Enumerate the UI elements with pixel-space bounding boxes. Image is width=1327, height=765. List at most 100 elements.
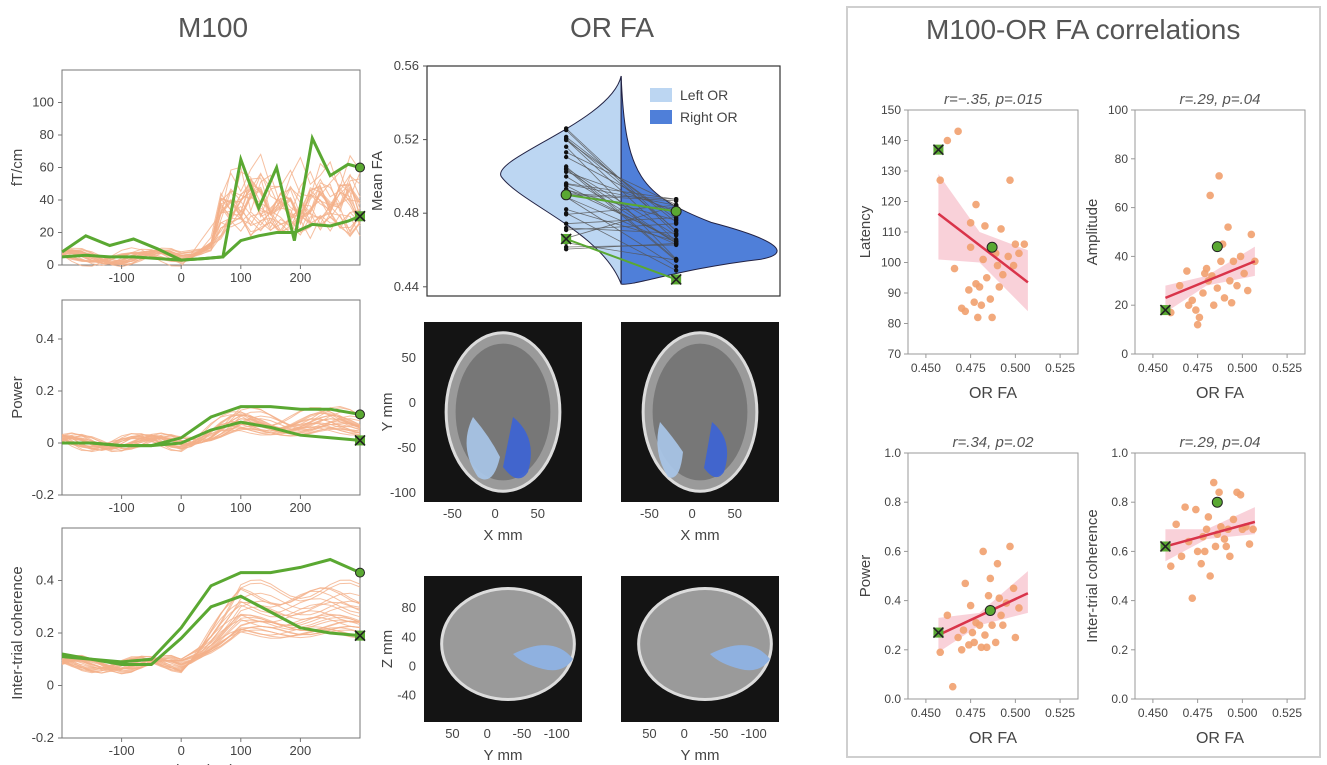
data-point bbox=[1172, 520, 1180, 529]
scatter-panel-3: 0.450 0.475 0.500 0.525 0.0 0.2 0.4 0.6 0.8 1.0 r=… bbox=[1084, 434, 1306, 747]
data-point bbox=[972, 200, 980, 209]
subject-curve bbox=[61, 424, 361, 448]
data-point bbox=[995, 283, 1004, 291]
data-point bbox=[1175, 281, 1184, 290]
subject-curve bbox=[62, 177, 361, 265]
data-point bbox=[1247, 230, 1256, 239]
legend-swatch-left bbox=[650, 88, 672, 102]
y-tick-label: 0.6 bbox=[1111, 544, 1128, 558]
left-point bbox=[563, 221, 569, 226]
data-point bbox=[997, 611, 1005, 620]
subject-curve bbox=[61, 610, 361, 671]
data-point bbox=[997, 225, 1005, 233]
left-or-tract bbox=[466, 417, 500, 480]
data-point bbox=[1217, 257, 1225, 266]
data-point bbox=[936, 648, 945, 657]
left-point bbox=[563, 174, 569, 179]
y-tick-label: 40 bbox=[402, 629, 416, 644]
data-point bbox=[975, 283, 984, 291]
left-or-tract bbox=[657, 422, 683, 478]
x-tick-label: 0.525 bbox=[1272, 361, 1302, 375]
data-point bbox=[999, 621, 1007, 629]
highlight-pair-circle bbox=[566, 193, 677, 213]
or-tract bbox=[513, 645, 573, 671]
data-point bbox=[1211, 542, 1220, 551]
data-point bbox=[965, 286, 973, 294]
left-point bbox=[563, 144, 569, 149]
x-tick-label: 0 bbox=[178, 270, 185, 285]
data-point bbox=[1200, 547, 1209, 556]
data-point bbox=[1011, 633, 1020, 642]
x-tick-label: 0 bbox=[491, 506, 498, 521]
data-point bbox=[968, 628, 977, 637]
subject-pair-line bbox=[566, 243, 677, 250]
plot-frame bbox=[907, 452, 1079, 700]
x-tick-label: 0.450 bbox=[911, 361, 941, 375]
correlation-title: r=.34, p=.02 bbox=[953, 434, 1035, 451]
x-tick-label: 100 bbox=[230, 270, 252, 285]
x-marker bbox=[1159, 540, 1171, 553]
y-tick-label: 20 bbox=[40, 225, 54, 240]
data-point bbox=[1227, 298, 1236, 307]
y-tick-label: 1.0 bbox=[1111, 446, 1128, 460]
subject-pair-line bbox=[565, 151, 677, 206]
x-tick-label: 0.475 bbox=[1183, 361, 1213, 375]
y-tick-label: 0.0 bbox=[1111, 692, 1128, 706]
left-point bbox=[563, 181, 569, 186]
data-point bbox=[1009, 261, 1018, 270]
data-point bbox=[1009, 584, 1018, 593]
data-point bbox=[1206, 191, 1214, 200]
x-tick-label: -100 bbox=[544, 726, 570, 741]
mri-head bbox=[440, 587, 576, 701]
x-axis-label: X mm bbox=[483, 527, 522, 544]
data-point bbox=[1209, 478, 1218, 487]
y-axis-label: Latency bbox=[857, 205, 874, 258]
y-tick-label: 0 bbox=[1121, 347, 1128, 361]
y-axis-label: Inter-trial coherence bbox=[1084, 509, 1101, 642]
data-point bbox=[1195, 313, 1204, 322]
y-tick-label: -0.2 bbox=[32, 730, 54, 745]
subject-curve bbox=[61, 629, 361, 669]
x-tick-label: 0.450 bbox=[1138, 361, 1168, 375]
data-point bbox=[1193, 320, 1202, 329]
x-tick-label: 200 bbox=[290, 270, 312, 285]
y-tick-label: 80 bbox=[888, 317, 902, 331]
x-tick-label: 0.475 bbox=[1183, 706, 1213, 720]
y-tick-label: 0 bbox=[47, 678, 54, 693]
circle-marker bbox=[560, 189, 572, 201]
data-point bbox=[1226, 552, 1234, 561]
data-point bbox=[1183, 267, 1191, 275]
data-point bbox=[1206, 572, 1214, 580]
subject-pair-line bbox=[565, 196, 677, 267]
data-point bbox=[1015, 249, 1023, 258]
plot-frame bbox=[426, 65, 781, 297]
orfa-title: OR FA bbox=[570, 12, 655, 43]
circle-marker bbox=[670, 205, 682, 217]
y-tick-label: 0.4 bbox=[1111, 594, 1128, 608]
left-or-violin bbox=[500, 75, 622, 285]
x-tick-label: -100 bbox=[109, 743, 135, 758]
x-tick-label: 100 bbox=[230, 743, 252, 758]
data-point bbox=[988, 313, 996, 322]
subject-curve bbox=[61, 170, 361, 266]
y-tick-label: 0.4 bbox=[884, 594, 901, 608]
data-point bbox=[1166, 562, 1175, 570]
y-tick-label: 80 bbox=[402, 600, 416, 615]
y-tick-label: 0.2 bbox=[1111, 643, 1128, 657]
left-point bbox=[563, 212, 569, 217]
data-point bbox=[979, 547, 987, 556]
data-point bbox=[1202, 264, 1211, 273]
x-tick-label: 0 bbox=[681, 726, 688, 741]
x-tick-label: -100 bbox=[741, 726, 767, 741]
data-point bbox=[1006, 542, 1014, 551]
data-point bbox=[1015, 604, 1023, 612]
x-tick-label: 0 bbox=[178, 500, 185, 515]
legend-label-left: Left OR bbox=[680, 87, 728, 103]
subject-pair-line bbox=[565, 139, 677, 220]
y-tick-label: 90 bbox=[888, 286, 902, 300]
y-tick-label: 0.44 bbox=[394, 279, 419, 294]
line-panel-2: -100 0 100 200 -0.2 0 0.2 0.4 Inter-trial cohere… bbox=[9, 527, 366, 765]
data-point bbox=[1222, 542, 1231, 551]
legend-swatch-right bbox=[650, 110, 672, 124]
